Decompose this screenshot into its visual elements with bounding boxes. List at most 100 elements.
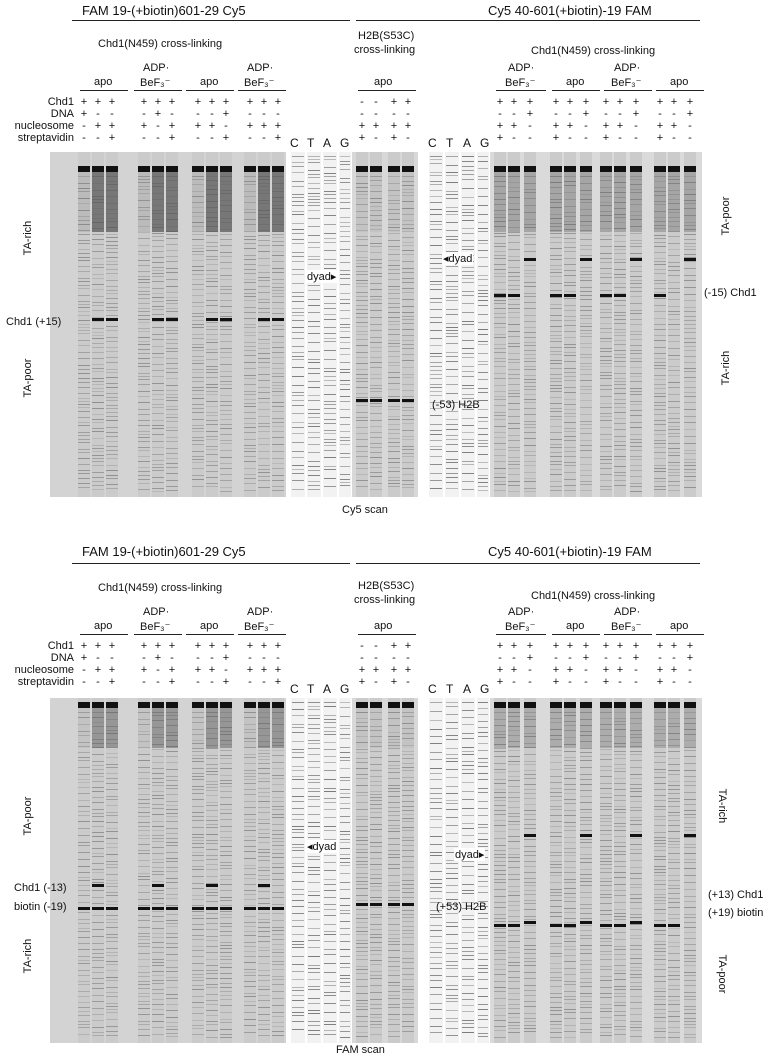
- faint-band: [508, 857, 520, 858]
- seq-band: [324, 954, 336, 955]
- faint-band: [630, 884, 642, 885]
- minus-sign: -: [554, 108, 558, 120]
- faint-band: [550, 769, 562, 770]
- faint-band: [78, 458, 90, 459]
- well-band: [600, 166, 612, 172]
- faint-band: [192, 226, 204, 227]
- cond-underline: [604, 90, 652, 91]
- faint-band: [106, 1035, 118, 1036]
- faint-band: [206, 771, 218, 772]
- faint-band: [550, 809, 562, 810]
- plus-sign: +: [140, 664, 148, 676]
- faint-band: [220, 865, 232, 866]
- faint-band: [78, 249, 90, 250]
- faint-band: [600, 803, 612, 804]
- seq-band: [308, 437, 320, 438]
- faint-band: [654, 424, 666, 425]
- faint-band: [356, 374, 368, 375]
- faint-band: [508, 308, 520, 309]
- faint-band: [494, 914, 506, 915]
- faint-band: [564, 404, 576, 405]
- faint-band: [402, 299, 414, 300]
- faint-band: [78, 885, 90, 886]
- faint-band: [206, 339, 218, 340]
- faint-band: [600, 809, 612, 810]
- seq-band: [292, 392, 304, 393]
- faint-band: [166, 279, 178, 280]
- faint-band: [580, 748, 592, 749]
- faint-band: [192, 313, 204, 314]
- faint-band: [668, 413, 680, 414]
- seq-band: [340, 417, 350, 418]
- minus-sign: -: [262, 652, 266, 664]
- faint-band: [78, 442, 90, 443]
- faint-band: [206, 733, 218, 734]
- seq-band: [308, 470, 320, 471]
- faint-band: [192, 324, 204, 325]
- faint-band: [370, 794, 382, 795]
- faint-band: [206, 1010, 218, 1011]
- plus-sign: +: [552, 676, 560, 688]
- faint-band: [244, 851, 256, 852]
- seq-band: [446, 706, 458, 707]
- seq-band: [308, 1025, 320, 1026]
- faint-band: [564, 436, 576, 437]
- seq-band: [446, 297, 458, 298]
- seq-band: [478, 758, 488, 759]
- seq-band: [340, 372, 350, 373]
- faint-band: [630, 898, 642, 899]
- faint-band: [524, 716, 536, 717]
- faint-band: [684, 222, 696, 223]
- faint-band: [138, 760, 150, 761]
- faint-band: [564, 837, 576, 838]
- faint-band: [206, 431, 218, 432]
- faint-band: [508, 1004, 520, 1005]
- faint-band: [402, 480, 414, 481]
- faint-band: [272, 279, 284, 280]
- plus-sign: +: [510, 96, 518, 108]
- faint-band: [206, 748, 218, 749]
- faint-band: [402, 968, 414, 969]
- faint-band: [152, 353, 164, 354]
- faint-band: [564, 392, 576, 393]
- seq-band: [324, 762, 336, 763]
- faint-band: [78, 779, 90, 780]
- faint-band: [78, 398, 90, 399]
- faint-band: [356, 873, 368, 874]
- faint-band: [356, 456, 368, 457]
- seq-band: [446, 289, 458, 290]
- faint-band: [580, 945, 592, 946]
- faint-band: [92, 747, 104, 748]
- seq-band: [462, 321, 474, 322]
- seq-band: [324, 233, 336, 234]
- minus-sign: -: [210, 108, 214, 120]
- plus-sign: +: [274, 132, 282, 144]
- faint-band: [356, 726, 368, 727]
- faint-band: [258, 950, 270, 951]
- faint-band: [508, 721, 520, 722]
- faint-band: [614, 340, 626, 341]
- faint-band: [494, 255, 506, 256]
- faint-band: [92, 183, 104, 184]
- faint-band: [388, 778, 400, 779]
- seq-band: [340, 982, 350, 983]
- faint-band: [258, 387, 270, 388]
- sample-lane: [220, 698, 232, 1043]
- faint-band: [258, 807, 270, 808]
- faint-band: [152, 219, 164, 220]
- seq-band: [324, 180, 336, 181]
- faint-band: [92, 368, 104, 369]
- seq-band: [324, 457, 336, 458]
- seq-band: [478, 168, 488, 169]
- faint-band: [192, 459, 204, 460]
- faint-band: [220, 935, 232, 936]
- faint-band: [92, 797, 104, 798]
- seq-band: [462, 835, 474, 836]
- faint-band: [402, 795, 414, 796]
- faint-band: [370, 770, 382, 771]
- minus-sign: -: [276, 108, 280, 120]
- faint-band: [192, 202, 204, 203]
- faint-band: [668, 462, 680, 463]
- faint-band: [402, 1014, 414, 1015]
- faint-band: [684, 268, 696, 269]
